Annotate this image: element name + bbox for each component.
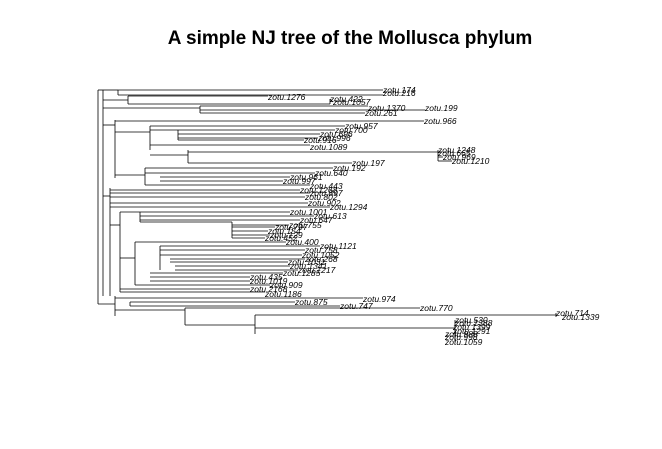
tip-label: zotu.665 <box>437 148 471 158</box>
tip-label: zotu.802 <box>304 192 338 202</box>
tip-label: zotu.452 <box>264 233 298 243</box>
tip-label: zotu.1186 <box>264 289 302 299</box>
tip-label: zotu.747 <box>339 301 373 311</box>
tip-label: zotu.996 <box>317 133 351 143</box>
tip-label: zotu.530 <box>454 315 488 325</box>
tip-label: zotu.1089 <box>309 142 348 152</box>
page-title: A simple NJ tree of the Mollusca phylum <box>167 28 533 49</box>
tip-label: zotu.1059 <box>444 337 483 347</box>
tip-label: zotu.261 <box>364 108 398 118</box>
tip-label: zotu.1370 <box>367 103 406 113</box>
tip-label: zotu.909 <box>269 280 303 290</box>
tip-label: zotu.1019 <box>249 276 288 286</box>
tip-label: zotu.1399 <box>452 322 491 332</box>
tip-label: zotu.422 <box>329 94 363 104</box>
tip-label: zotu.797 <box>274 222 308 232</box>
tip-label: zotu.1031 <box>287 257 326 267</box>
tip-label: zotu.1210 <box>451 156 490 166</box>
tip-label: zotu.435 <box>249 272 283 282</box>
tip-label: zotu.1388 <box>454 318 493 328</box>
tip-label: zotu.216 <box>382 88 416 98</box>
tip-label: zotu.1291 <box>452 326 491 336</box>
tip-label: zotu.197 <box>351 158 385 168</box>
tip-label: zotu.957 <box>344 121 378 131</box>
tip-label: zotu.966 <box>423 116 457 126</box>
tip-label: zotu.700 <box>334 125 368 135</box>
tip-label: zotu.1001 <box>289 207 328 217</box>
tip-label: zotu.199 <box>424 103 458 113</box>
tip-label: zotu.916 <box>303 135 337 145</box>
tip-label: zotu.988 <box>444 329 478 339</box>
tip-label: zotu.755 <box>288 220 322 230</box>
tip-label: zotu.897 <box>309 188 343 198</box>
tip-label: zotu.400 <box>285 237 319 247</box>
tip-label: zotu.998 <box>444 332 478 342</box>
tip-label: zotu.443 <box>309 181 343 191</box>
tip-label: zotu.1121 <box>319 241 357 251</box>
tip-label: zotu.192 <box>332 163 366 173</box>
tip-label: zotu.714 <box>555 308 589 318</box>
tip-label: zotu.1285 <box>282 268 321 278</box>
tip-label: zotu.875 <box>294 297 328 307</box>
tip-label: zotu.961 <box>289 172 323 182</box>
tip-label: zotu.1052 <box>301 250 340 260</box>
tip-label: zotu.770 <box>419 303 453 313</box>
tip-label: zotu.129 <box>269 230 303 240</box>
tip-label: zotu.1268 <box>299 185 338 195</box>
tree-branches <box>97 89 557 342</box>
tree-branch <box>329 98 334 103</box>
tip-label: zotu.1276 <box>267 92 306 102</box>
tip-label: zotu.1057 <box>332 97 371 107</box>
tip-label: zotu.696 <box>319 129 353 139</box>
tip-label: zotu.1217 <box>297 265 336 275</box>
tip-label: zotu.613 <box>313 211 347 221</box>
tip-label: zotu.1248 <box>437 145 476 155</box>
tip-label: zotu.1339 <box>561 312 600 322</box>
tip-label: zotu.2168 <box>249 284 288 294</box>
tip-label: zotu.640 <box>314 168 348 178</box>
tip-label: zotu.997 <box>282 176 316 186</box>
tip-label: zotu.758 <box>304 245 338 255</box>
tip-label: zotu.969 <box>442 152 476 162</box>
tip-label: zotu.154 <box>267 226 301 236</box>
tip-label: zotu.1341 <box>289 261 328 271</box>
tip-label: zotu.974 <box>362 294 396 304</box>
tip-label: zotu.902 <box>307 198 341 208</box>
tip-label: zotu.647 <box>299 215 333 225</box>
tip-label: zotu.174 <box>382 85 416 95</box>
tip-label: zotu.1294 <box>329 202 368 212</box>
tip-label: zotu.268 <box>304 254 338 264</box>
